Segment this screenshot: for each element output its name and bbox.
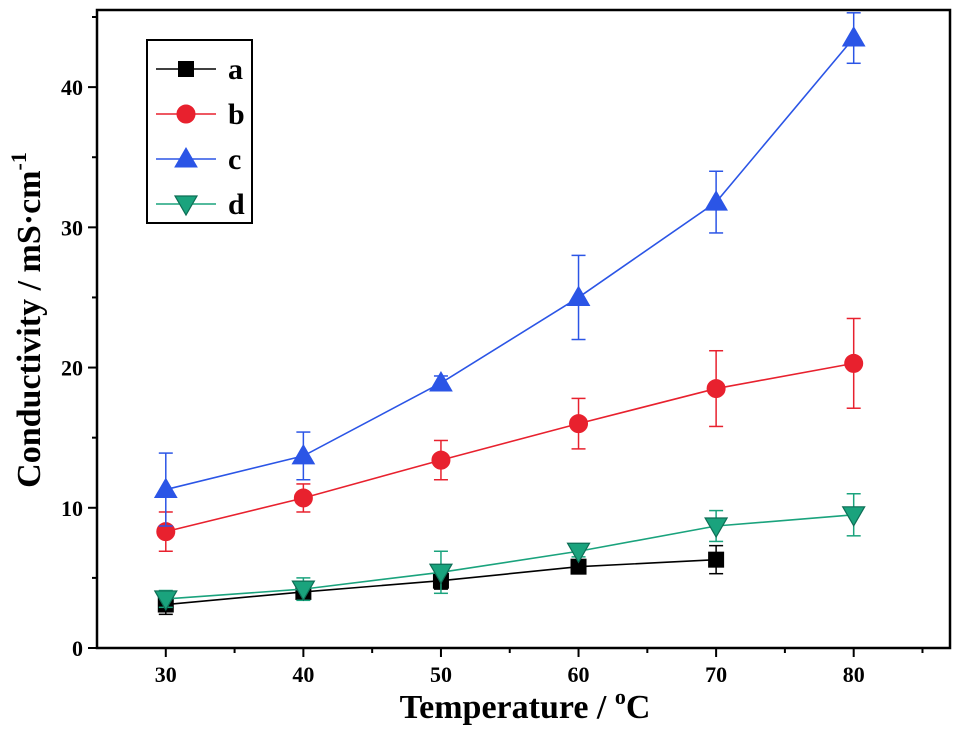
- series-c: [153, 12, 866, 527]
- data-point-c: [291, 443, 316, 465]
- data-point-b: [569, 414, 589, 434]
- y-tick-label: 20: [61, 356, 83, 381]
- series-line-d: [165, 513, 854, 600]
- x-tick-label: 50: [430, 662, 452, 687]
- legend-label: c: [228, 143, 241, 176]
- data-point-a: [708, 551, 725, 568]
- axes: 30 40 50 60 70 80 0 10 20 30 40: [61, 8, 952, 687]
- x-tick-label: 30: [155, 662, 177, 687]
- legend-label: a: [228, 53, 243, 86]
- legend-marker: [178, 61, 194, 77]
- series-b: [156, 317, 864, 552]
- data-point-d: [428, 563, 453, 585]
- x-tick-label: 80: [843, 662, 865, 687]
- series-line-c: [165, 37, 855, 491]
- data-point-d: [566, 542, 591, 564]
- series-line-b: [165, 362, 854, 533]
- y-tick-label: 40: [61, 75, 83, 100]
- legend-label: b: [228, 98, 245, 131]
- data-point-c: [841, 26, 866, 47]
- series-d: [153, 493, 866, 612]
- data-point-d: [153, 590, 178, 612]
- legend-marker: [173, 195, 199, 217]
- plot-frame: [95, 8, 952, 650]
- data-point-b: [844, 353, 864, 373]
- data-point-c: [429, 370, 453, 392]
- data-point-c: [704, 190, 728, 211]
- legend-item-d: d: [156, 188, 245, 221]
- data-point-d: [704, 517, 729, 539]
- legend-label: d: [228, 188, 245, 221]
- x-tick-label: 60: [568, 662, 590, 687]
- y-tick-label: 30: [61, 215, 83, 240]
- legend-item-c: c: [156, 143, 241, 176]
- data-point-c: [153, 477, 178, 499]
- data-point-b: [293, 488, 313, 508]
- legend-marker: [176, 104, 196, 124]
- y-axis-title: Conductivity / mS·cm-1: [6, 152, 48, 488]
- data-point-d: [841, 506, 866, 527]
- legend-box: [146, 39, 253, 224]
- data-point-d: [291, 580, 316, 602]
- x-tick-label: 70: [705, 662, 727, 687]
- x-tick-label: 40: [292, 662, 314, 687]
- legend-item-b: b: [156, 98, 245, 131]
- legend-marker: [174, 147, 198, 168]
- data-point-b: [706, 379, 726, 399]
- y-tick-label: 0: [72, 636, 83, 661]
- legend-item-a: a: [156, 53, 243, 86]
- data-point-c: [566, 285, 591, 306]
- series-layer: [153, 12, 866, 616]
- x-axis-title: Temperature / oC: [400, 684, 651, 726]
- y-tick-label: 10: [61, 496, 83, 521]
- data-point-b: [431, 450, 451, 470]
